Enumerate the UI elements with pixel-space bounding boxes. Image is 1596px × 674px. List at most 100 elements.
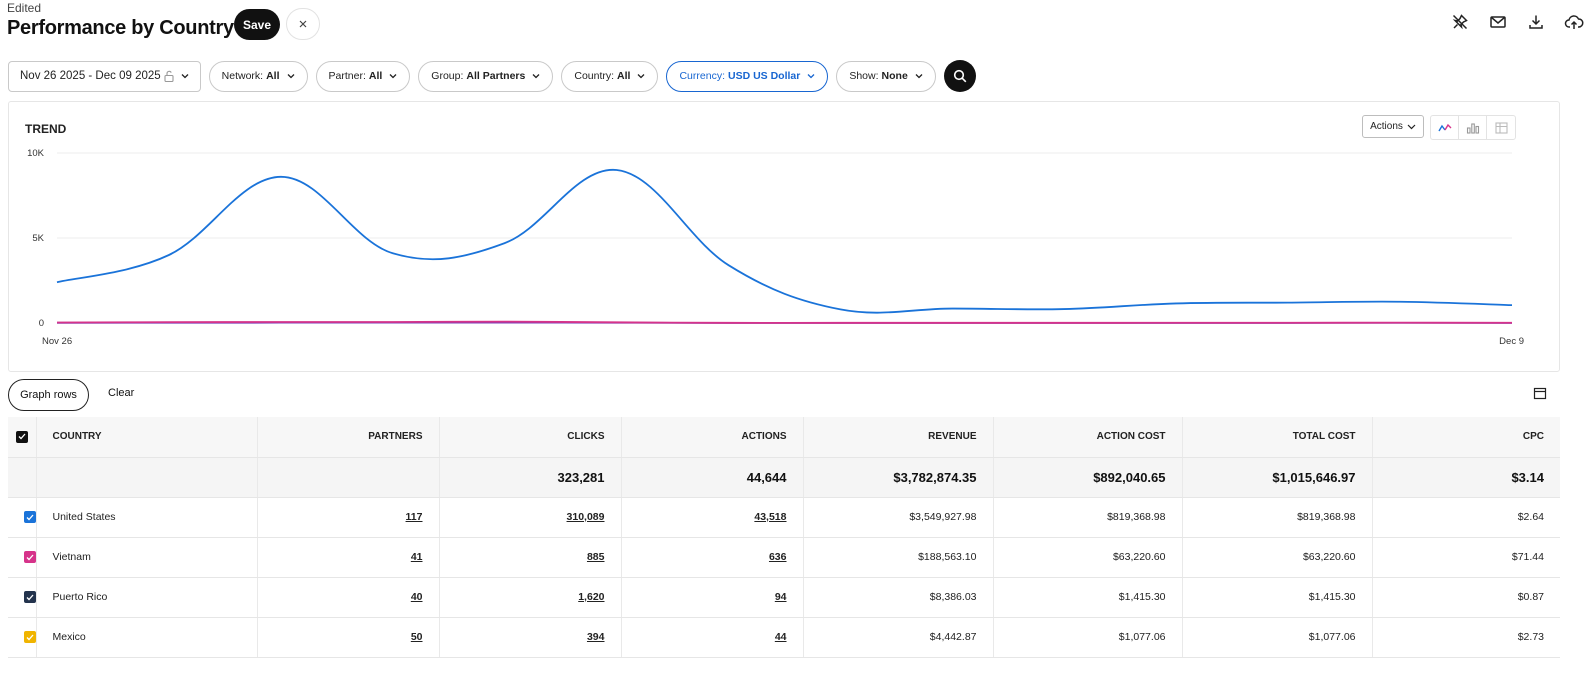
mail-button[interactable] bbox=[1486, 10, 1510, 34]
column-header-actions[interactable]: ACTIONS bbox=[621, 417, 804, 458]
cell-country: Mexico bbox=[36, 617, 258, 658]
clear-button[interactable]: Clear bbox=[108, 387, 135, 399]
cloud-upload-button[interactable] bbox=[1562, 10, 1586, 34]
y-tick-label: 10K bbox=[27, 148, 45, 159]
table-row: Vietnam 41 885 636 $188,563.10 $63,220.60 $63,… bbox=[8, 537, 1560, 578]
totals-checkbox-cell bbox=[8, 457, 37, 498]
network-filter[interactable]: Network: All bbox=[208, 60, 308, 92]
download-icon bbox=[1529, 15, 1543, 29]
pin-off-button[interactable] bbox=[1448, 10, 1472, 34]
check-icon bbox=[26, 514, 33, 521]
chevron-down-icon bbox=[638, 74, 645, 79]
cell-clicks-link[interactable]: 885 bbox=[439, 537, 622, 578]
chevron-down-icon bbox=[389, 74, 397, 79]
cell-actions-link[interactable]: 94 bbox=[621, 577, 804, 618]
country-filter[interactable]: Country: All bbox=[561, 60, 659, 92]
row-checkbox[interactable] bbox=[23, 631, 36, 644]
currency-filter[interactable]: Currency: USD US Dollar bbox=[666, 60, 829, 92]
cell-revenue: $8,386.03 bbox=[803, 577, 994, 618]
bar-chart-icon bbox=[1466, 122, 1479, 134]
line-chart-icon bbox=[1437, 123, 1451, 131]
graph-rows-button[interactable]: Graph rows bbox=[8, 379, 89, 411]
cell-revenue: $3,549,927.98 bbox=[803, 497, 994, 538]
date-range-filter[interactable]: Nov 26 2025 - Dec 09 2025 bbox=[8, 60, 201, 92]
show-filter[interactable]: Show: None bbox=[836, 60, 936, 92]
chart-actions-dropdown[interactable]: Actions bbox=[1362, 115, 1424, 138]
totals-country-cell bbox=[36, 457, 258, 498]
cell-actions-link[interactable]: 636 bbox=[621, 537, 804, 578]
currency-filter-value: USD US Dollar bbox=[727, 70, 801, 82]
cell-clicks-link[interactable]: 1,620 bbox=[439, 577, 622, 618]
group-filter-label: Group: bbox=[431, 70, 464, 82]
search-icon bbox=[953, 69, 967, 83]
cell-partners-link[interactable]: 117 bbox=[257, 497, 440, 538]
column-header-cpc[interactable]: CPC bbox=[1372, 417, 1560, 458]
chevron-down-icon bbox=[1407, 124, 1416, 129]
cell-total-cost: $63,220.60 bbox=[1182, 537, 1373, 578]
cell-partners-link[interactable]: 41 bbox=[257, 537, 440, 578]
search-button[interactable] bbox=[943, 60, 976, 92]
column-header-action-cost[interactable]: ACTION COST bbox=[993, 417, 1183, 458]
country-filter-value: All bbox=[617, 70, 631, 82]
y-tick-label: 0 bbox=[39, 318, 44, 329]
cell-clicks-link[interactable]: 394 bbox=[439, 617, 622, 658]
select-all-checkbox[interactable] bbox=[15, 430, 28, 443]
pin-off-icon bbox=[1452, 14, 1468, 30]
totals-cpc: $3.14 bbox=[1372, 457, 1560, 498]
y-tick-label: 5K bbox=[32, 233, 44, 244]
column-header-revenue[interactable]: REVENUE bbox=[803, 417, 994, 458]
row-checkbox[interactable] bbox=[23, 511, 36, 524]
chevron-down-icon bbox=[287, 74, 294, 79]
cell-actions-link[interactable]: 43,518 bbox=[621, 497, 804, 538]
x-tick-label: Dec 9 bbox=[1499, 336, 1524, 347]
cell-country: United States bbox=[36, 497, 258, 538]
network-filter-label: Network: bbox=[221, 70, 264, 82]
column-header-total-cost[interactable]: TOTAL COST bbox=[1182, 417, 1373, 458]
cell-partners-link[interactable]: 40 bbox=[257, 577, 440, 618]
group-filter[interactable]: Group: All Partners bbox=[418, 60, 554, 92]
trend-title: TREND bbox=[25, 122, 67, 136]
table-row: United States 117 310,089 43,518 $3,549,927.… bbox=[8, 497, 1560, 538]
page-title: Performance by Country bbox=[7, 17, 234, 39]
table-row: Mexico 50 394 44 $4,442.87 $1,077.06 $1,077.06… bbox=[8, 617, 1560, 658]
cell-action-cost: $819,368.98 bbox=[993, 497, 1183, 538]
trend-chart: 0 5K 10K Nov 26 Dec 9 bbox=[27, 148, 1524, 347]
column-header-partners[interactable]: PARTNERS bbox=[257, 417, 440, 458]
partner-filter[interactable]: Partner: All bbox=[315, 60, 411, 92]
cell-revenue: $4,442.87 bbox=[803, 617, 994, 658]
cell-total-cost: $1,077.06 bbox=[1182, 617, 1373, 658]
check-icon bbox=[26, 594, 33, 601]
row-checkbox[interactable] bbox=[23, 591, 36, 604]
cell-action-cost: $1,415.30 bbox=[993, 577, 1183, 618]
cell-partners-link[interactable]: 50 bbox=[257, 617, 440, 658]
columns-icon bbox=[1533, 387, 1547, 400]
column-header-country[interactable]: COUNTRY bbox=[36, 417, 258, 458]
partner-filter-value: All bbox=[368, 70, 383, 82]
cell-clicks-link[interactable]: 310,089 bbox=[439, 497, 622, 538]
table-view-toggle[interactable] bbox=[1487, 116, 1515, 139]
cell-actions-link[interactable]: 44 bbox=[621, 617, 804, 658]
totals-actions: 44,644 bbox=[621, 457, 804, 498]
columns-settings-button[interactable] bbox=[1533, 387, 1547, 405]
save-button[interactable]: Save bbox=[234, 9, 280, 40]
cell-total-cost: $1,415.30 bbox=[1182, 577, 1373, 618]
currency-filter-label: Currency: bbox=[679, 70, 725, 82]
chevron-down-icon bbox=[807, 74, 815, 79]
chevron-down-icon bbox=[181, 74, 189, 79]
totals-total-cost: $1,015,646.97 bbox=[1182, 457, 1373, 498]
totals-revenue: $3,782,874.35 bbox=[803, 457, 994, 498]
cell-revenue: $188,563.10 bbox=[803, 537, 994, 578]
row-checkbox-cell bbox=[8, 577, 37, 618]
mail-icon bbox=[1490, 16, 1506, 28]
network-filter-value: All bbox=[266, 70, 280, 82]
download-button[interactable] bbox=[1524, 10, 1548, 34]
check-icon bbox=[26, 554, 33, 561]
bar-chart-toggle[interactable] bbox=[1459, 116, 1487, 139]
cell-total-cost: $819,368.98 bbox=[1182, 497, 1373, 538]
line-chart-toggle[interactable] bbox=[1431, 116, 1459, 139]
column-header-clicks[interactable]: CLICKS bbox=[439, 417, 622, 458]
lock-open-icon bbox=[164, 70, 174, 82]
close-button[interactable] bbox=[286, 8, 320, 40]
row-checkbox-cell bbox=[8, 537, 37, 578]
row-checkbox[interactable] bbox=[23, 551, 36, 564]
